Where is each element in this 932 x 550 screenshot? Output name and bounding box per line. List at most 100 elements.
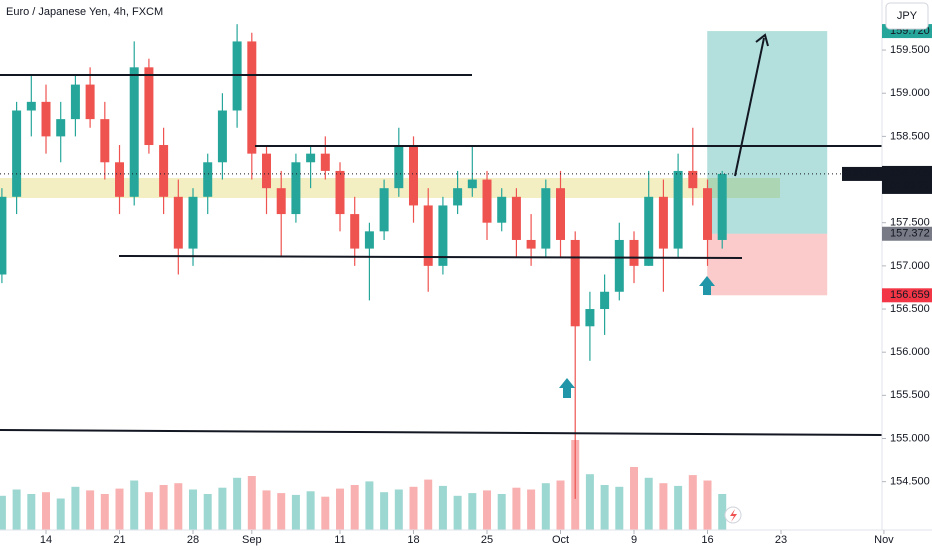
price-label: 158.065 xyxy=(890,167,930,179)
candle-body xyxy=(350,214,360,249)
candle-body xyxy=(364,231,374,249)
currency-button-label[interactable]: JPY xyxy=(897,10,918,22)
volume-bar xyxy=(159,485,168,530)
volume-bar xyxy=(453,495,462,530)
volume-bar xyxy=(233,477,242,530)
candle-body xyxy=(85,84,95,120)
volume-bar xyxy=(409,486,418,530)
candle-body xyxy=(129,67,139,197)
volume-bar xyxy=(321,496,330,530)
candle-body xyxy=(453,188,463,206)
candle-body xyxy=(511,196,521,240)
zone-band xyxy=(0,178,780,198)
candle-body xyxy=(629,239,639,266)
volume-bar xyxy=(100,494,109,530)
volume-bar xyxy=(291,494,300,530)
y-tick-label: 155.000 xyxy=(890,432,930,444)
candle-body xyxy=(526,239,536,249)
currency-button[interactable] xyxy=(885,2,929,30)
candle-body xyxy=(144,67,154,146)
y-tick-label: 159.000 xyxy=(890,87,930,99)
volume-bar xyxy=(497,494,506,530)
volume-bar xyxy=(277,493,286,530)
trend-line xyxy=(0,429,883,436)
price-tag xyxy=(882,165,932,194)
candle-body xyxy=(379,188,389,232)
candle-body xyxy=(247,41,257,154)
volume-bar xyxy=(12,489,21,530)
volume-bar xyxy=(336,488,345,530)
candle-body xyxy=(658,196,668,249)
candle-body xyxy=(276,188,286,215)
candle-body xyxy=(717,173,727,240)
volume-bar xyxy=(56,498,65,530)
target-zone xyxy=(707,31,828,234)
candle-body xyxy=(335,170,345,215)
x-tick-label: 18 xyxy=(407,534,419,546)
x-tick-label: 9 xyxy=(631,534,637,546)
candle-body xyxy=(115,162,125,197)
candle-body xyxy=(467,179,477,189)
candle-body xyxy=(556,188,566,240)
projection-arrow xyxy=(734,37,765,177)
x-tick-label: Nov xyxy=(874,534,894,546)
candle-body xyxy=(159,145,169,197)
symbol-tag xyxy=(842,166,882,181)
trend-line xyxy=(118,255,743,259)
candle-body xyxy=(100,119,110,163)
candle-body xyxy=(394,145,404,189)
candle-body xyxy=(688,170,698,189)
volume-bar xyxy=(527,489,536,530)
candle-body xyxy=(203,162,213,197)
volume-bar xyxy=(615,486,624,530)
x-tick-label: 14 xyxy=(40,534,52,546)
volume-bar xyxy=(394,489,403,530)
stop-zone xyxy=(707,233,828,296)
x-tick-label: Sep xyxy=(242,534,262,546)
volume-bar xyxy=(350,485,359,530)
candle-body xyxy=(0,196,7,275)
chart-title: Euro / Japanese Yen, 4h, FXCM xyxy=(6,6,163,18)
volume-bar xyxy=(174,483,183,530)
candle-body xyxy=(644,196,654,266)
symbol-label: EURJPY xyxy=(842,169,882,180)
volume-bar xyxy=(144,492,153,530)
volume-bar xyxy=(556,480,565,530)
volume-bar xyxy=(630,467,639,530)
volume-bar xyxy=(644,477,653,530)
volume-bar xyxy=(203,494,212,530)
candle-body xyxy=(541,188,551,249)
entry-tag xyxy=(882,226,932,241)
candle-body xyxy=(600,291,610,310)
candle-body xyxy=(306,153,316,163)
x-tick-label: 21 xyxy=(113,534,125,546)
volume-bar xyxy=(189,489,198,530)
candle-body xyxy=(703,188,713,240)
candle-body xyxy=(26,101,36,111)
y-tick-label: 154.500 xyxy=(890,476,930,488)
volume-bar xyxy=(130,480,139,530)
volume-bar xyxy=(306,491,315,530)
volume-bar xyxy=(115,488,124,530)
candle-body xyxy=(570,239,580,327)
candle-body xyxy=(188,196,198,249)
countdown-label: 01:03:29 xyxy=(890,181,929,192)
candle-body xyxy=(217,110,227,163)
up-arrow-icon xyxy=(699,276,715,295)
volume-bar xyxy=(674,485,683,530)
volume-bar xyxy=(42,492,51,530)
stop-label: 156.659 xyxy=(890,289,930,301)
volume-bar xyxy=(86,490,95,530)
x-tick-label: 28 xyxy=(187,534,199,546)
y-tick-label: 157.500 xyxy=(890,217,930,229)
x-tick-label: 23 xyxy=(775,534,787,546)
volume-bar xyxy=(424,479,433,530)
candle-body xyxy=(423,205,433,266)
volume-bar xyxy=(600,485,609,530)
candle-body xyxy=(262,153,272,189)
candle-body xyxy=(12,110,22,197)
candle-body xyxy=(173,196,183,249)
candle-body xyxy=(409,145,419,206)
